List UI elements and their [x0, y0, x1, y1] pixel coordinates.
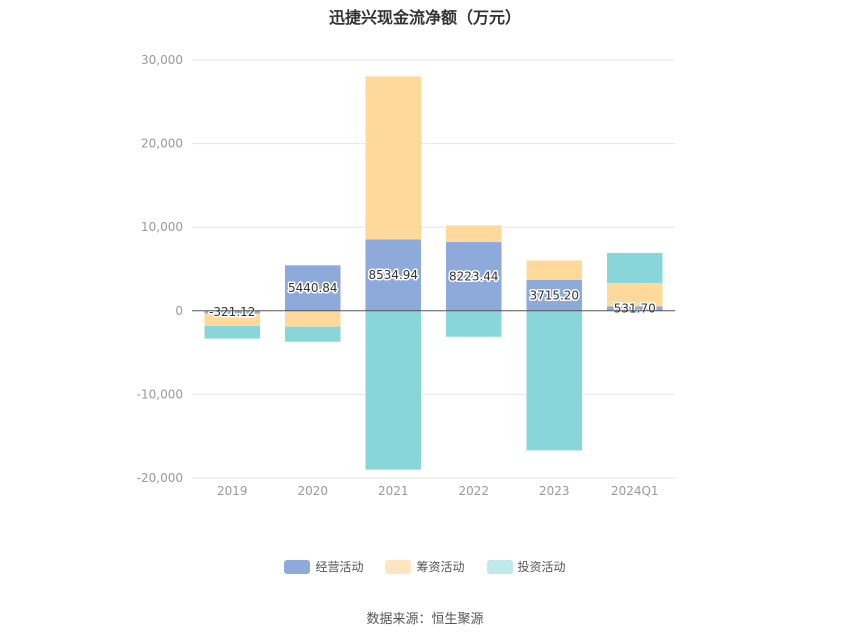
y-tick-label: 30,000 — [141, 53, 183, 67]
bar-segment — [204, 326, 261, 339]
legend-swatch — [284, 559, 311, 574]
legend-label: 投资活动 — [517, 560, 566, 574]
y-tick-label: 20,000 — [141, 137, 183, 151]
bar-segment — [204, 310, 261, 314]
bar-segment — [365, 239, 422, 311]
bar-segment — [365, 310, 422, 470]
bar-segment — [445, 225, 502, 243]
bar-layer — [204, 76, 663, 470]
x-tick-label: 2023 — [539, 484, 570, 498]
bar-segment — [204, 313, 261, 327]
bar-segment — [606, 306, 663, 311]
x-tick-label: 2020 — [297, 484, 328, 498]
legend-item[interactable]: 投资活动 — [486, 558, 566, 575]
chart-title: 迅捷兴现金流净额（万元） — [328, 8, 521, 27]
x-tick-label: 2022 — [458, 484, 489, 498]
bar-segment — [606, 282, 663, 307]
data-label: 531.70 — [614, 302, 656, 316]
x-tick-label: 2019 — [217, 484, 248, 498]
data-label: 8534.94 — [368, 268, 418, 282]
bar-segment — [284, 326, 341, 342]
x-tick-label: 2024Q1 — [611, 484, 659, 498]
data-source-note: 数据来源：恒生聚源 — [366, 612, 484, 627]
y-tick-label: -20,000 — [137, 471, 183, 485]
legend-label: 筹资活动 — [416, 560, 465, 574]
data-label-layer: -321.12 5440.84 8534.94 8223.44 3715.20 531.7… — [208, 267, 658, 321]
data-label: -321.12 — [209, 305, 255, 319]
legend-item[interactable]: 经营活动 — [284, 558, 363, 575]
y-tick-label: 0 — [175, 304, 183, 318]
y-tick-label: 10,000 — [141, 220, 183, 234]
legend-label: 经营活动 — [315, 560, 364, 574]
data-label: 8223.44 — [449, 269, 499, 283]
legend-item[interactable]: 筹资活动 — [385, 558, 465, 575]
y-tick-label: -10,000 — [137, 387, 183, 401]
bar-segment — [445, 242, 502, 311]
legend: 经营活动 筹资活动 投资活动 — [0, 558, 850, 575]
data-label: 3715.20 — [529, 288, 579, 302]
bar-segment — [445, 310, 502, 337]
bar-segment — [526, 310, 583, 451]
data-label: 5440.84 — [288, 281, 338, 295]
grid-layer — [192, 59, 675, 479]
bar-segment — [526, 279, 583, 311]
x-tick-label: 2021 — [378, 484, 409, 498]
bar-segment — [284, 265, 341, 311]
bar-segment — [526, 260, 583, 280]
legend-swatch — [486, 559, 513, 574]
axis-layer: 30,000 20,000 10,000 0 -10,000 -20,000 2019 202… — [137, 53, 675, 498]
bar-segment — [365, 76, 422, 240]
bar-segment — [284, 310, 341, 327]
legend-swatch — [385, 559, 412, 574]
bar-segment — [606, 252, 663, 283]
